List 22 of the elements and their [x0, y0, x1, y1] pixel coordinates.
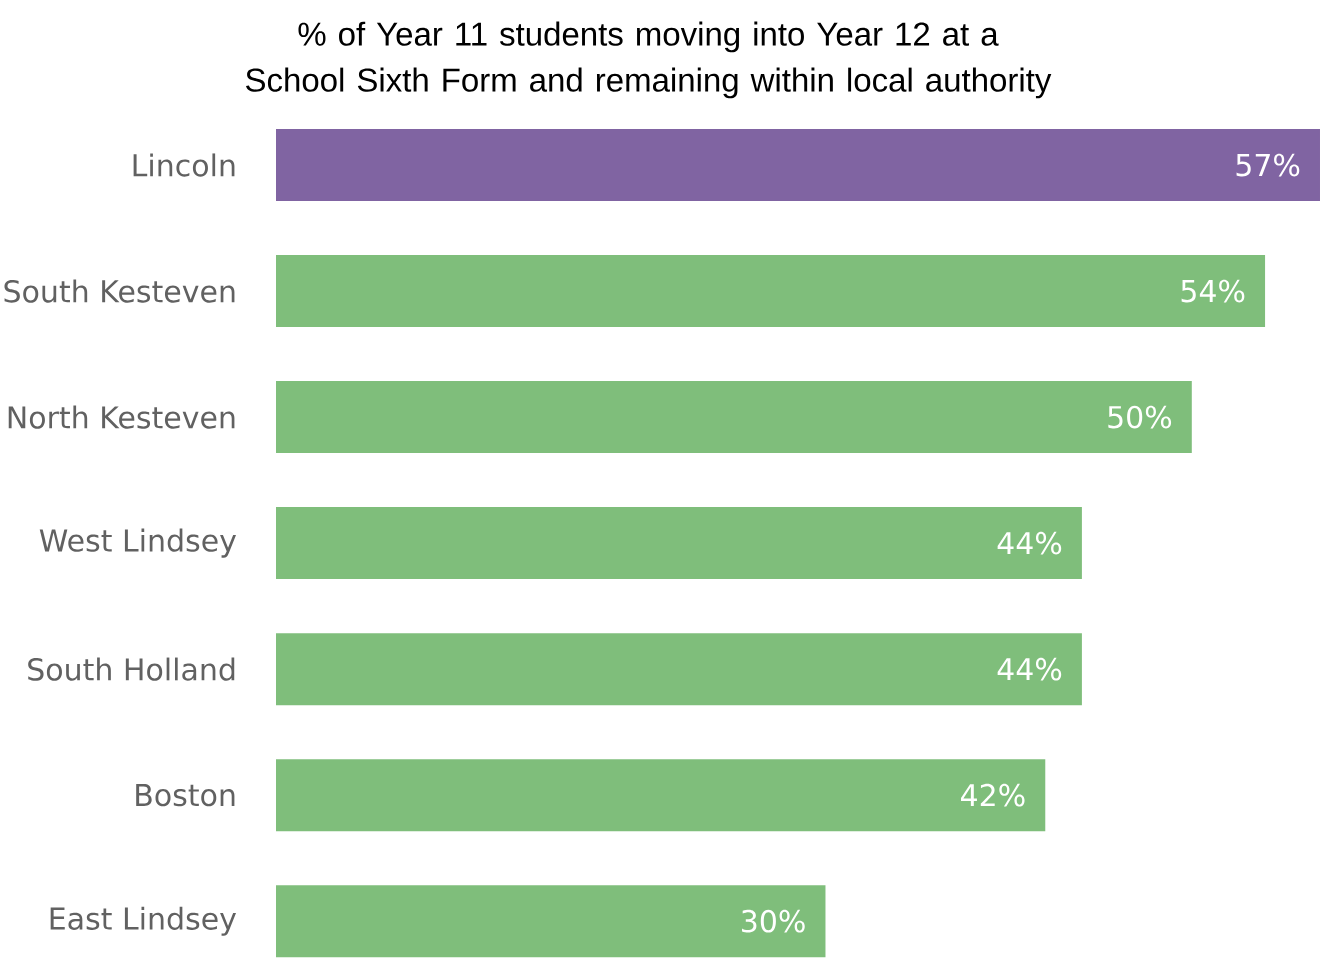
y-tick-label: West Lindsey — [39, 528, 237, 558]
data-label: 42% — [961, 783, 1025, 807]
chart-title: % of Year 11 students moving into Year 12 at a School Sixth Form and remaining within local authority — [246, 21, 1052, 99]
data-label: 44% — [997, 531, 1062, 555]
y-tick-label: North Kesteven — [8, 405, 235, 429]
data-label: 44% — [997, 657, 1062, 681]
bar — [276, 129, 1320, 202]
bar — [276, 507, 1082, 580]
y-tick-label: East Lindsey — [50, 906, 237, 936]
y-tick-label: Lincoln — [133, 153, 235, 177]
data-label: 50% — [1108, 405, 1172, 429]
data-label: 30% — [742, 909, 805, 933]
data-label: 54% — [1181, 279, 1245, 303]
bar — [276, 633, 1082, 706]
y-tick-label: Boston — [136, 784, 235, 807]
bar — [276, 759, 1046, 832]
bar — [276, 885, 826, 958]
bar — [276, 255, 1266, 328]
y-tick-label: South Kesteven — [4, 279, 235, 303]
bar — [276, 381, 1192, 454]
y-tick-label: South Holland — [28, 657, 235, 681]
data-label: 57% — [1236, 153, 1300, 177]
